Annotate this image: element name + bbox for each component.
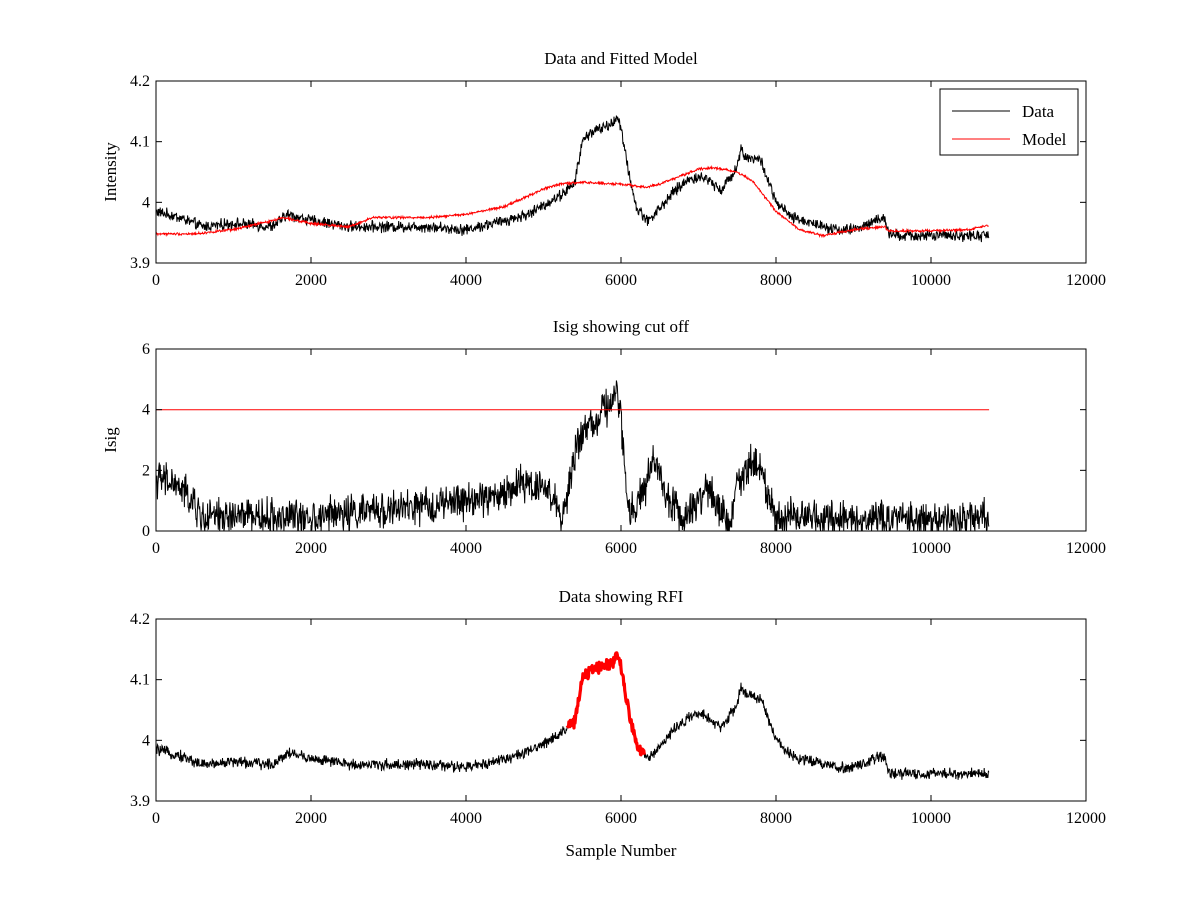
- x-axis-label: Sample Number: [566, 841, 677, 860]
- x-tick-label: 8000: [760, 540, 792, 557]
- series-line-1: [156, 380, 990, 531]
- series-line-2: [156, 164, 989, 239]
- y-tick-label: 4: [142, 732, 150, 749]
- series-group: [156, 380, 990, 531]
- x-tick-label: 8000: [760, 810, 792, 827]
- x-tick-label: 2000: [295, 540, 327, 557]
- x-tick-label: 6000: [605, 810, 637, 827]
- y-tick-label: 4: [142, 194, 150, 211]
- y-axis-label: Isig: [101, 427, 120, 453]
- x-tick-label: 0: [152, 540, 160, 557]
- y-tick-label: 4.2: [130, 73, 150, 90]
- x-tick-label: 4000: [450, 810, 482, 827]
- y-tick-label: 4.1: [130, 134, 150, 151]
- chart-title: Isig showing cut off: [553, 317, 689, 336]
- x-tick-label: 6000: [605, 272, 637, 289]
- y-tick-label: 4.2: [130, 611, 150, 628]
- x-tick-label: 10000: [911, 540, 951, 557]
- x-tick-label: 12000: [1066, 810, 1106, 827]
- y-tick-label: 0: [142, 523, 150, 540]
- x-tick-label: 10000: [911, 272, 951, 289]
- y-tick-label: 2: [142, 462, 150, 479]
- x-tick-label: 4000: [450, 540, 482, 557]
- x-tick-label: 2000: [295, 272, 327, 289]
- rfi-highlight-line: [565, 651, 646, 757]
- x-tick-label: 0: [152, 810, 160, 827]
- x-tick-label: 12000: [1066, 272, 1106, 289]
- x-tick-label: 4000: [450, 272, 482, 289]
- y-tick-label: 4: [142, 402, 150, 419]
- chart-panel-3: 0 2000 4000 6000 8000 10000 12000 3.9 4 4.1 4.2 Dat…: [130, 587, 1106, 860]
- x-tick-label: 8000: [760, 272, 792, 289]
- x-tick-label: 10000: [911, 810, 951, 827]
- x-tick-label: 2000: [295, 810, 327, 827]
- y-axis-label: Intensity: [101, 142, 120, 202]
- series-group: [156, 651, 990, 780]
- chart-panel-2: 0 2000 4000 6000 8000 10000 12000 0 2 4 6 Isig show…: [101, 317, 1106, 557]
- x-tick-label: 0: [152, 272, 160, 289]
- y-tick-label: 3.9: [130, 255, 150, 272]
- x-tick-label: 6000: [605, 540, 637, 557]
- y-tick-label: 4.1: [130, 672, 150, 689]
- legend-box: [939, 88, 1079, 156]
- series-group: [156, 115, 990, 243]
- x-tick-label: 12000: [1066, 540, 1106, 557]
- legend-label-2: Model: [1022, 130, 1067, 149]
- y-tick-label: 3.9: [130, 793, 150, 810]
- chart-title: Data and Fitted Model: [544, 49, 698, 68]
- plot-area: [156, 349, 1086, 531]
- chart-panel-1: 0 2000 4000 6000 8000 10000 12000 3.9 4 4.1 4.2 Dat…: [101, 49, 1106, 289]
- legend-label-1: Data: [1022, 102, 1055, 121]
- legend: Data Model: [939, 88, 1079, 156]
- y-tick-label: 6: [142, 341, 150, 358]
- chart-title: Data showing RFI: [559, 587, 684, 606]
